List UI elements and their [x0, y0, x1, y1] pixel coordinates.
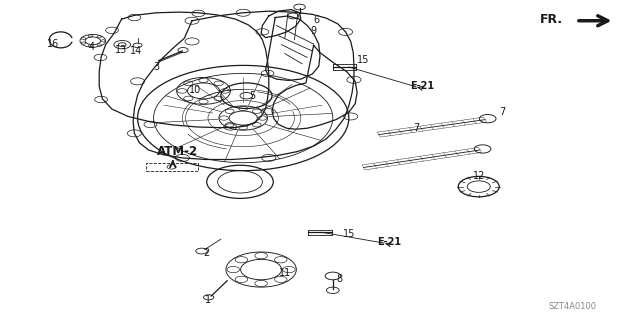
Text: 15: 15 [357, 55, 370, 65]
Text: ATM-2: ATM-2 [157, 145, 198, 158]
Text: 7: 7 [413, 122, 419, 133]
Text: 2: 2 [203, 248, 209, 258]
Text: FR.: FR. [540, 13, 563, 26]
Text: SZT4A0100: SZT4A0100 [548, 302, 596, 311]
Text: 1: 1 [205, 295, 211, 306]
Text: 15: 15 [342, 228, 355, 239]
Text: 6: 6 [314, 15, 320, 25]
Text: 14: 14 [129, 46, 142, 56]
Text: 11: 11 [278, 268, 291, 278]
Text: 12: 12 [472, 171, 485, 181]
Text: E-21: E-21 [377, 237, 401, 248]
Text: 13: 13 [115, 45, 127, 56]
Text: 5: 5 [250, 91, 256, 101]
Text: 4: 4 [88, 42, 95, 52]
Text: 8: 8 [336, 274, 342, 284]
Text: 10: 10 [189, 85, 202, 95]
Text: 3: 3 [154, 62, 160, 72]
Text: 16: 16 [47, 39, 60, 49]
Text: 9: 9 [310, 26, 317, 36]
Text: 7: 7 [499, 107, 506, 117]
Text: E-21: E-21 [410, 81, 435, 91]
